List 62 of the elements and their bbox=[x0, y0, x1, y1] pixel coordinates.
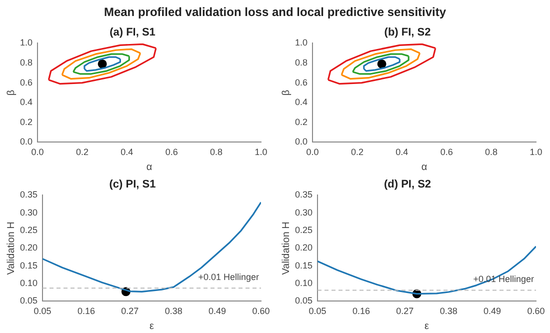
ref-line-label: +0.01 Hellinger bbox=[198, 272, 259, 282]
x-tick-label: 0.27 bbox=[396, 306, 414, 316]
x-tick-label: 0.6 bbox=[165, 147, 178, 158]
x-tick-label: 0.2 bbox=[350, 147, 364, 158]
x-tick-label: 0.8 bbox=[210, 147, 223, 158]
x-tick-label: 0.8 bbox=[485, 147, 498, 158]
y-axis-title: β bbox=[280, 90, 292, 96]
y-tick-label: 0.30 bbox=[294, 207, 313, 218]
y-tick-label: 0.15 bbox=[20, 260, 38, 270]
x-tick-label: 0.4 bbox=[120, 147, 134, 158]
y-tick-label: 0.10 bbox=[20, 278, 38, 288]
y-tick-label: 0.25 bbox=[20, 225, 38, 236]
x-axis-title: ε bbox=[424, 320, 430, 332]
y-tick-label: 0.8 bbox=[20, 57, 33, 68]
y-axis-title: Validation H bbox=[280, 222, 292, 275]
y-tick-label: 0.05 bbox=[20, 296, 38, 306]
x-tick-label: 0.05 bbox=[34, 306, 52, 316]
y-tick-label: 0.0 bbox=[20, 136, 33, 147]
y-tick-label: 1.0 bbox=[294, 38, 308, 48]
x-tick-label: 0.16 bbox=[352, 306, 370, 316]
chart-title: (b) FI, S2 bbox=[384, 26, 431, 39]
y-tick-label: 0.4 bbox=[294, 97, 308, 108]
x-tick-label: 1.0 bbox=[254, 147, 268, 158]
y-tick-label: 0.2 bbox=[20, 116, 33, 127]
x-axis-title: α bbox=[146, 162, 152, 173]
x-tick-label: 0.38 bbox=[164, 306, 182, 316]
y-tick-label: 0.8 bbox=[294, 57, 308, 68]
y-axis-title: Validation H bbox=[6, 222, 17, 275]
x-tick-label: 0.49 bbox=[484, 306, 502, 316]
x-tick-label: 0.05 bbox=[308, 306, 326, 316]
x-tick-label: 0.27 bbox=[121, 306, 139, 316]
x-tick-label: 0.60 bbox=[252, 306, 270, 316]
y-tick-label: 0.25 bbox=[294, 225, 313, 236]
x-tick-label: 0.16 bbox=[77, 306, 95, 316]
y-tick-label: 1.0 bbox=[20, 38, 33, 48]
x-tick-label: 0.2 bbox=[76, 147, 88, 158]
x-tick-label: 0.6 bbox=[440, 147, 453, 158]
y-tick-label: 0.15 bbox=[294, 260, 313, 270]
x-axis-title: α bbox=[421, 162, 428, 173]
y-tick-label: 0.6 bbox=[294, 77, 308, 88]
y-axis-title: β bbox=[6, 90, 17, 96]
x-tick-label: 0.60 bbox=[527, 306, 545, 316]
x-tick-label: 0.49 bbox=[208, 306, 226, 316]
x-tick-label: 0.4 bbox=[396, 147, 408, 158]
y-tick-label: 0.2 bbox=[294, 116, 308, 127]
x-axis-title: ε bbox=[150, 320, 155, 332]
chart-title: (d) PI, S2 bbox=[384, 178, 432, 191]
y-tick-label: 0.05 bbox=[294, 296, 313, 306]
y-tick-label: 0.20 bbox=[20, 242, 38, 253]
y-tick-label: 0.35 bbox=[294, 190, 313, 200]
x-tick-label: 1.0 bbox=[530, 147, 542, 158]
y-tick-label: 0.35 bbox=[20, 190, 38, 200]
y-tick-label: 0.30 bbox=[20, 207, 38, 218]
y-tick-label: 0.10 bbox=[294, 278, 313, 288]
chart-title: (c) PI, S1 bbox=[109, 178, 156, 191]
y-tick-label: 0.0 bbox=[294, 136, 308, 147]
y-tick-label: 0.6 bbox=[20, 77, 33, 88]
x-tick-label: 0.38 bbox=[440, 306, 458, 316]
y-tick-label: 0.20 bbox=[294, 242, 313, 253]
chart-title: (a) FI, S1 bbox=[110, 26, 156, 39]
text: Mean profiled validation loss and local predictive sensitivity bbox=[102, 4, 448, 21]
y-tick-label: 0.4 bbox=[20, 97, 33, 108]
